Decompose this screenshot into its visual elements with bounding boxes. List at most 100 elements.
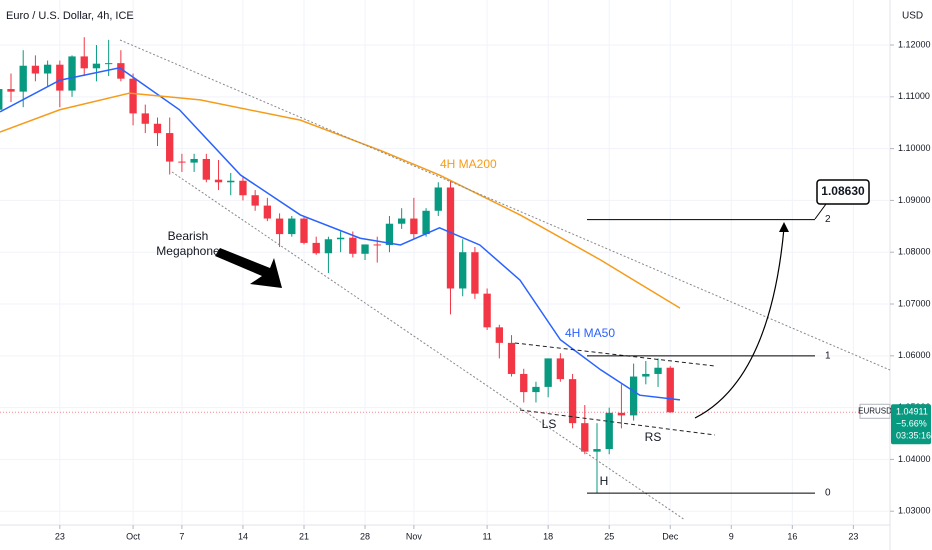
candle-body xyxy=(629,376,638,416)
candle-body xyxy=(92,63,101,69)
y-tick-label: 1.12000 xyxy=(898,39,931,49)
candle-body xyxy=(373,244,381,246)
fib-label: 0 xyxy=(825,488,831,499)
candle-body xyxy=(495,327,503,343)
fib-label: 2 xyxy=(825,214,831,225)
target-box xyxy=(816,179,870,205)
candle-body xyxy=(556,358,565,380)
candle-body xyxy=(43,64,52,74)
fib-label: 1 xyxy=(825,350,831,361)
annotation: RS xyxy=(645,430,662,444)
candle-body xyxy=(483,293,491,328)
upper-neckline xyxy=(514,342,716,367)
candle-body xyxy=(361,244,369,254)
candle-body xyxy=(568,379,577,424)
x-tick-label: 16 xyxy=(787,531,797,541)
candle-body xyxy=(617,412,626,416)
lower-trendline xyxy=(171,171,686,521)
symbol-label: EURUSD xyxy=(858,406,892,415)
target-label: 1.08630 xyxy=(821,184,865,198)
candle-body xyxy=(349,237,357,254)
y-tick-label: 1.07000 xyxy=(898,298,931,308)
candle-body xyxy=(422,210,430,235)
projection-arrow xyxy=(694,227,785,419)
x-tick-label: Oct xyxy=(126,531,141,541)
y-tick-label: 1.06000 xyxy=(898,350,931,360)
candle-body xyxy=(324,239,333,254)
candle-body xyxy=(544,358,552,387)
symbol-tag xyxy=(859,403,891,419)
annotation: H xyxy=(600,474,609,488)
y-tick-label: 1.08000 xyxy=(898,247,931,257)
x-tick-label: Nov xyxy=(406,531,423,541)
candle-body xyxy=(0,89,3,110)
y-tick-label: 1.10000 xyxy=(898,143,931,153)
candle-body xyxy=(446,187,455,289)
candle-body xyxy=(56,64,64,91)
candle-body xyxy=(520,373,528,393)
line-label: 4H MA50 xyxy=(565,326,615,340)
candle-body xyxy=(666,367,674,413)
last-price: 1.04911 xyxy=(896,407,928,417)
arrow-head xyxy=(779,222,789,232)
annotation: Megaphone xyxy=(156,244,220,258)
candle-body xyxy=(410,218,418,235)
chart-title: Euro / U.S. Dollar, 4h, ICE xyxy=(6,10,134,22)
candle-body xyxy=(7,89,15,92)
x-tick-label: 23 xyxy=(55,531,65,541)
candle-body xyxy=(227,180,235,183)
candle-body xyxy=(68,56,76,91)
x-tick-label: Dec xyxy=(662,531,679,541)
candle-body xyxy=(251,195,259,206)
moving-average xyxy=(0,67,681,401)
candle-body xyxy=(642,373,650,377)
candle-body xyxy=(166,133,174,162)
y-tick-label: 1.03000 xyxy=(898,506,931,516)
candle-body xyxy=(141,113,149,124)
bearish-arrow xyxy=(215,248,282,288)
candle-body xyxy=(239,180,247,196)
candle-body xyxy=(397,218,406,224)
candle-body xyxy=(288,218,296,235)
candle-body xyxy=(312,242,320,254)
annotation: LS xyxy=(542,417,557,431)
y-tick-label: 1.04000 xyxy=(898,454,931,464)
candle-body xyxy=(385,223,394,245)
annotation: Bearish xyxy=(168,229,209,243)
x-tick-label: 14 xyxy=(238,531,248,541)
countdown: 03:35:16 xyxy=(896,431,931,441)
candle-body xyxy=(532,386,540,393)
y-tick-label: 1.09000 xyxy=(898,195,931,205)
candle-body xyxy=(117,63,125,79)
candle-body xyxy=(202,158,210,180)
x-tick-label: 11 xyxy=(482,531,491,541)
candle-body xyxy=(275,218,284,235)
candle-body xyxy=(471,252,479,294)
candle-body xyxy=(80,56,88,69)
candle-body xyxy=(581,423,589,452)
line-label: 4H MA200 xyxy=(440,157,497,171)
candle-body xyxy=(263,205,272,219)
x-tick-label: 28 xyxy=(360,531,370,541)
x-tick-label: 7 xyxy=(179,531,184,541)
candle-body xyxy=(153,123,162,134)
x-tick-label: 9 xyxy=(729,531,734,541)
candle-body xyxy=(434,187,442,211)
change: −5.66% xyxy=(896,419,927,429)
candle-body xyxy=(129,78,137,114)
candle-body xyxy=(104,63,113,65)
candle-body xyxy=(178,161,186,163)
candle-body xyxy=(31,65,40,74)
x-tick-label: 21 xyxy=(299,531,309,541)
currency-label: USD xyxy=(902,11,923,22)
price-tag xyxy=(891,404,931,445)
candle-body xyxy=(214,179,223,183)
candle-body xyxy=(605,412,613,450)
x-tick-label: 23 xyxy=(848,531,858,541)
candle-body xyxy=(336,237,345,240)
candle-body xyxy=(19,65,27,92)
x-tick-label: 18 xyxy=(543,531,553,541)
lower-neckline xyxy=(519,409,716,436)
